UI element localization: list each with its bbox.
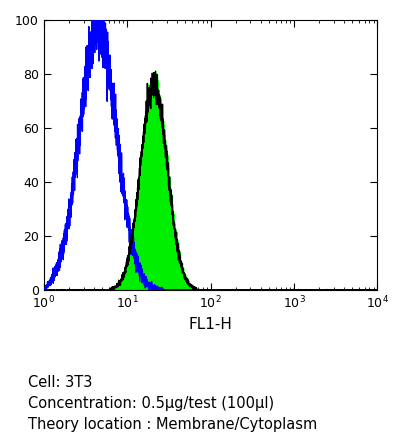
Text: Cell: 3T3
Concentration: 0.5μg/test (100μl)
Theory location : Membrane/Cytoplasm: Cell: 3T3 Concentration: 0.5μg/test (100… — [28, 375, 318, 432]
X-axis label: FL1-H: FL1-H — [189, 317, 233, 332]
